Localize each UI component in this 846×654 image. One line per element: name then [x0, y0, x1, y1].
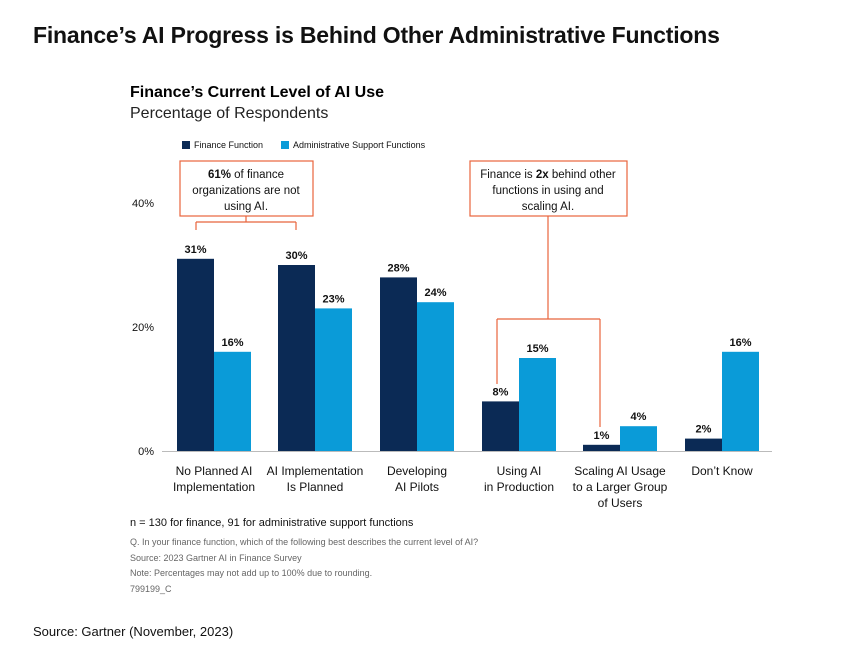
x-category-label: AI Implementation — [267, 464, 364, 478]
bar-admin — [417, 302, 454, 451]
bar-value-label: 2% — [696, 424, 712, 436]
bar-admin — [315, 308, 352, 451]
x-category-label: Don’t Know — [691, 464, 753, 478]
source-line: Source: Gartner (November, 2023) — [33, 624, 234, 639]
bar-value-label: 28% — [387, 262, 409, 274]
bar-chart: 0% 20% 40% 31% 30% 28% 8% 1% 2% 16% 23% 24% 15% 4% 16%… — [132, 160, 772, 510]
y-tick-label: 40% — [132, 198, 154, 210]
annotation-text-61: 61% of finance — [208, 169, 284, 181]
annotation-box-2x — [469, 160, 628, 217]
bar-finance — [278, 265, 315, 451]
y-tick-label: 0% — [138, 446, 154, 458]
sample-size-note: n = 130 for finance, 91 for administrati… — [130, 517, 414, 529]
bar-value-label: 23% — [322, 293, 344, 305]
x-category-label: of Users — [598, 496, 643, 510]
legend-label-admin: Administrative Support Functions — [293, 140, 426, 150]
bar-admin — [620, 426, 657, 451]
bar-admin — [722, 351, 759, 451]
annotation-text-2x: functions in using and — [492, 185, 603, 197]
bar-value-label: 1% — [594, 430, 610, 442]
bar-value-label: 8% — [493, 386, 509, 398]
bar-finance — [177, 258, 214, 451]
rounding-note: Note: Percentages may not add up to 100%… — [130, 568, 373, 578]
bar-finance — [482, 401, 519, 451]
survey-source-note: Source: 2023 Gartner AI in Finance Surve… — [130, 552, 302, 563]
chart-legend: Finance Function Administrative Support … — [182, 140, 443, 150]
figure-code: 799199_C — [130, 583, 172, 594]
x-category-label: Developing — [387, 464, 447, 478]
bar-value-label: 31% — [184, 244, 206, 256]
legend-item-finance: Finance Function — [182, 140, 263, 150]
bar-finance — [583, 444, 620, 451]
x-category-label: Scaling AI Usage — [574, 464, 666, 478]
legend-swatch-admin — [281, 141, 290, 149]
chart-title: Finance’s Current Level of AI Use — [130, 84, 384, 101]
bar-value-label: 30% — [285, 250, 307, 262]
annotation-text-61: organizations are not — [192, 185, 300, 197]
annotation-text-61: using AI. — [224, 201, 268, 213]
x-category-label: AI Pilots — [395, 480, 439, 494]
bar-value-label: 16% — [729, 337, 751, 349]
page-title: Finance’s AI Progress is Behind Other Ad… — [33, 22, 720, 48]
x-category-label: Is Planned — [287, 480, 344, 494]
bar-value-label: 16% — [221, 337, 243, 349]
bar-value-label: 4% — [631, 411, 647, 423]
x-category-label: Implementation — [173, 480, 255, 494]
legend-label-finance: Finance Function — [194, 140, 264, 150]
annotation-connector-2x — [496, 216, 601, 427]
bar-admin — [214, 351, 251, 451]
bar-finance — [380, 277, 417, 451]
y-tick-label: 20% — [132, 322, 154, 334]
bar-value-label: 24% — [424, 287, 446, 299]
annotation-text-2x: scaling AI. — [522, 201, 574, 213]
annotation-bracket-61 — [195, 216, 297, 230]
chart-notes: n = 130 for finance, 91 for administrati… — [130, 517, 478, 597]
bar-finance — [685, 438, 722, 451]
legend-swatch-finance — [182, 141, 190, 149]
x-category-label: to a Larger Group — [573, 480, 668, 494]
x-category-label: in Production — [484, 480, 554, 494]
x-category-label: Using AI — [497, 464, 542, 478]
annotation-text-2x: Finance is 2x behind other — [480, 169, 616, 181]
survey-question-note: Q. In your finance function, which of th… — [130, 537, 479, 547]
bar-value-label: 15% — [526, 343, 548, 355]
chart-subtitle: Percentage of Respondents — [130, 105, 329, 122]
bar-admin — [519, 358, 556, 451]
x-category-label: No Planned AI — [176, 464, 253, 478]
annotation-box-61 — [179, 160, 314, 217]
legend-item-admin: Administrative Support Functions — [281, 140, 425, 150]
